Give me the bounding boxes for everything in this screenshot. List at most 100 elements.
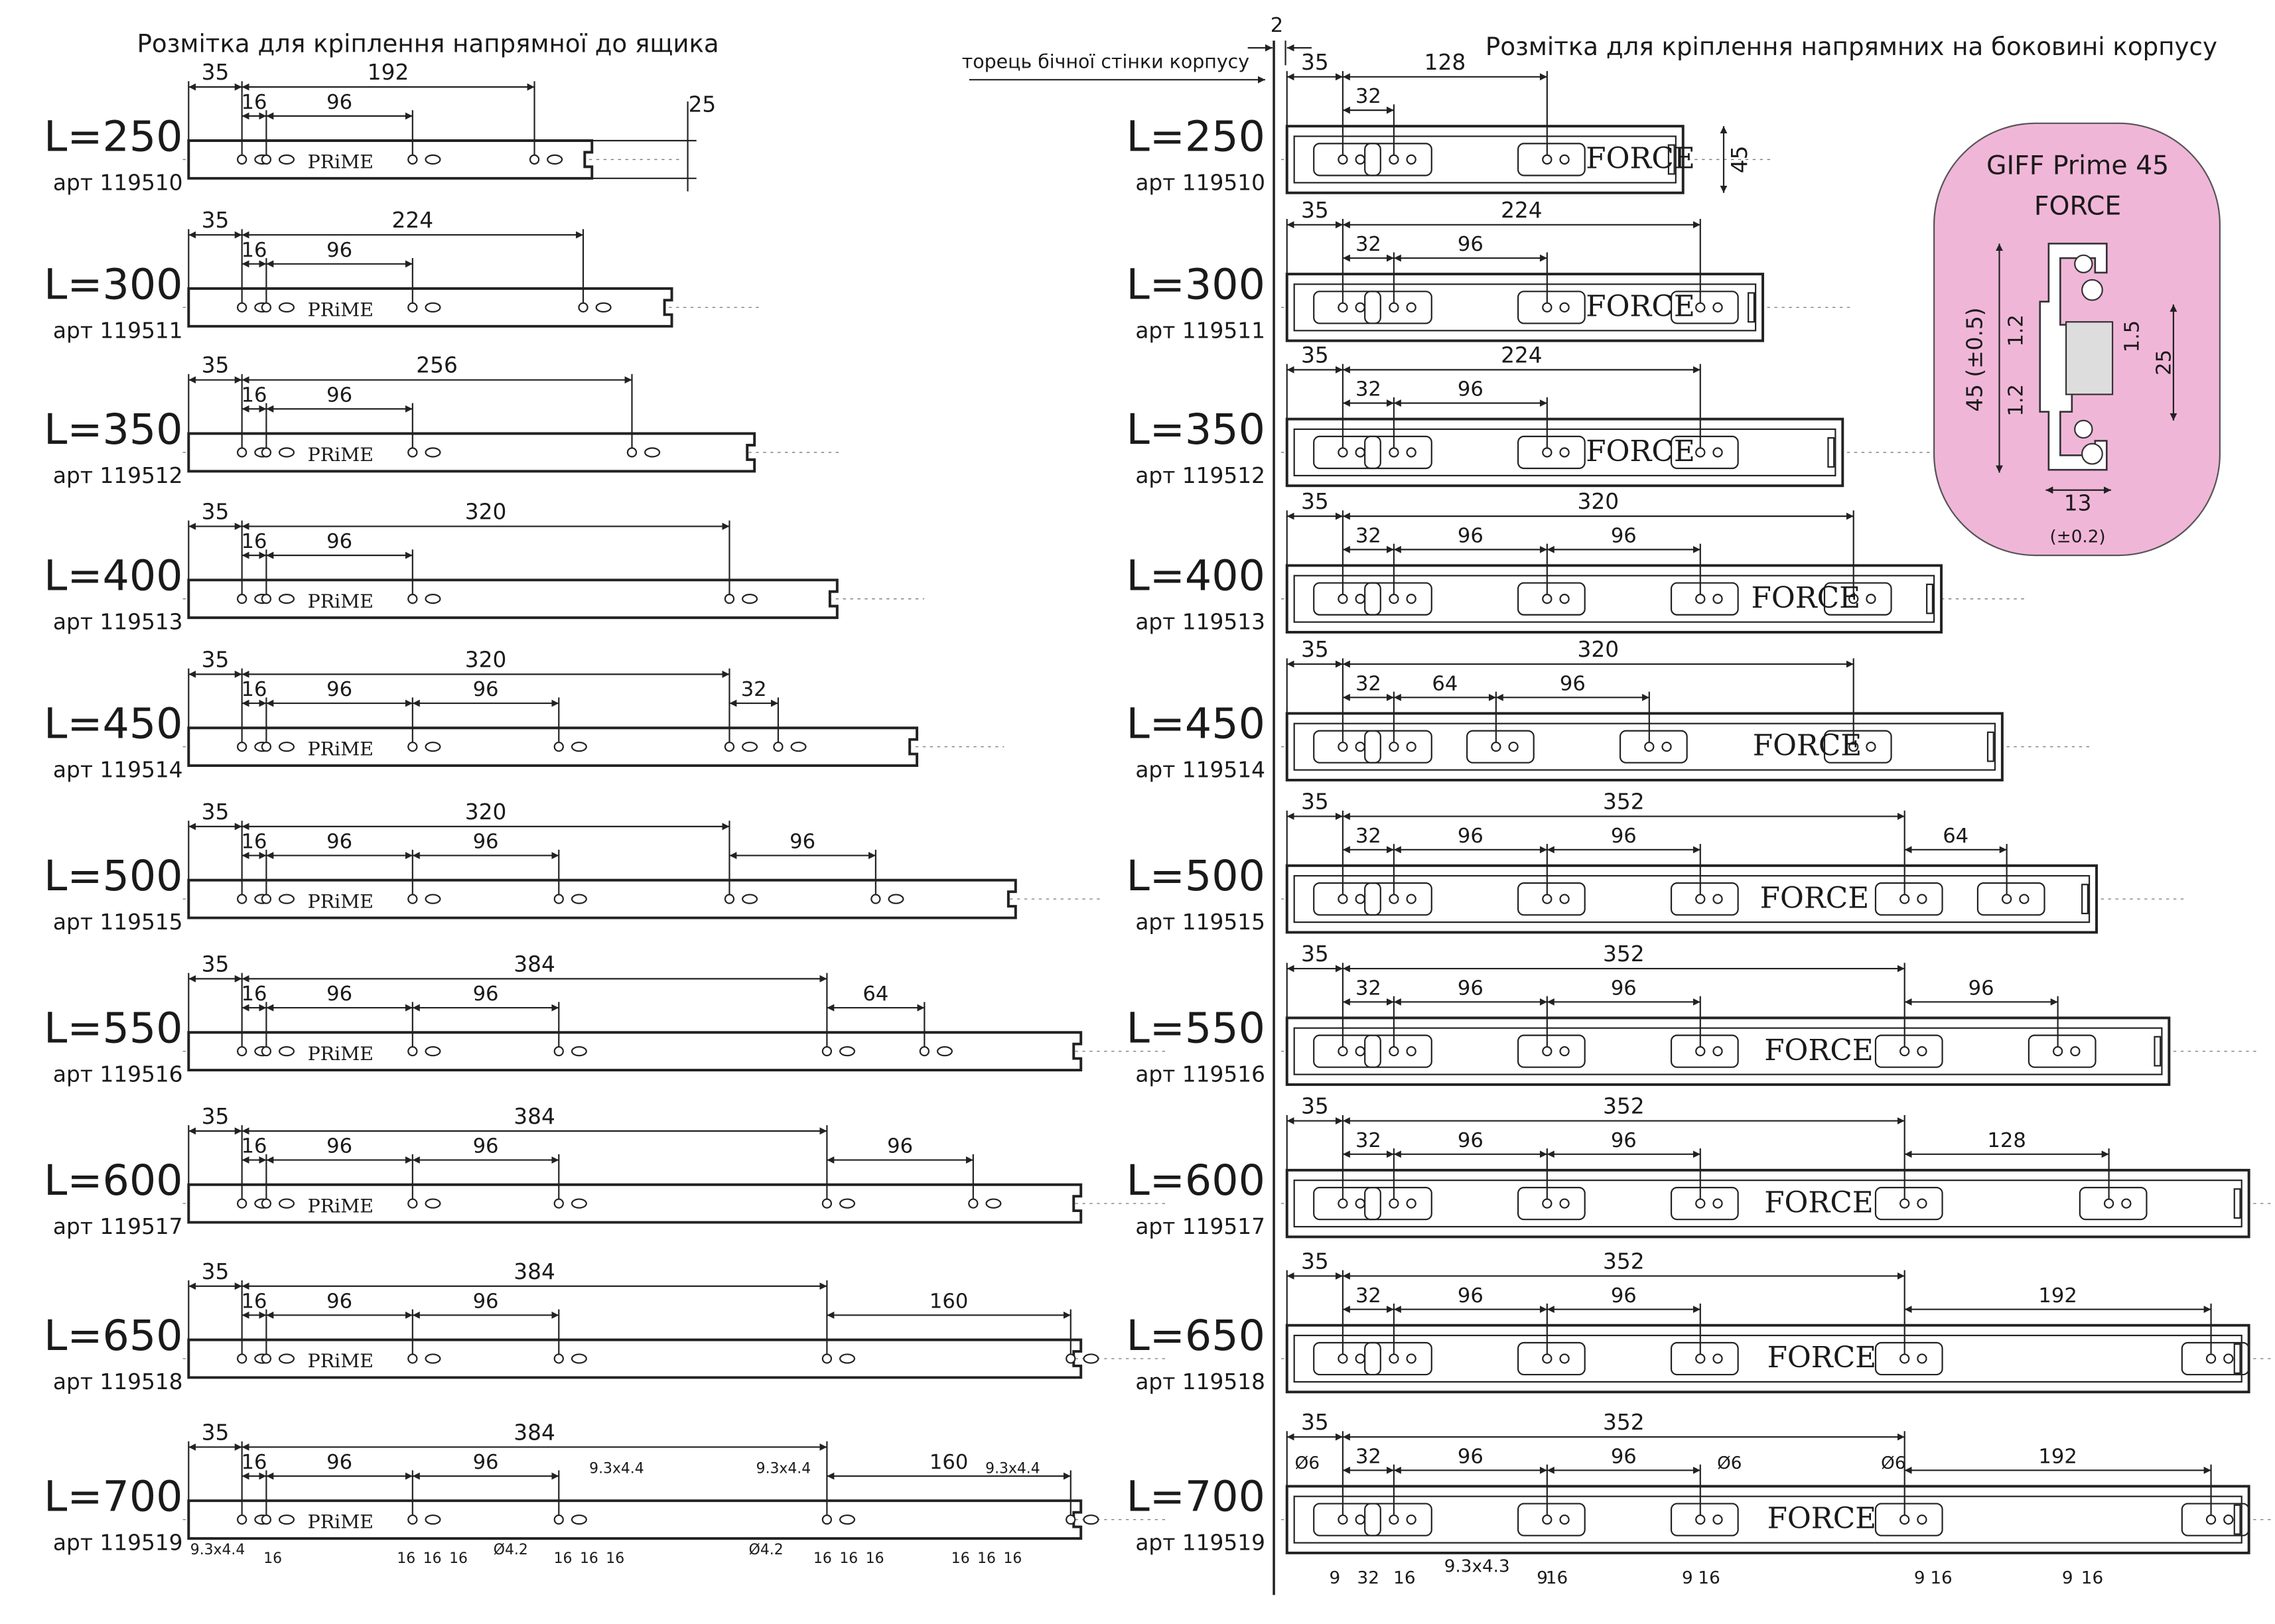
hole: [1542, 1198, 1552, 1209]
rail: [187, 578, 839, 620]
hole: [553, 1514, 564, 1525]
dim-label: 64: [862, 982, 888, 1006]
article: арт 119517: [53, 1214, 183, 1239]
hole: [1355, 1353, 1365, 1364]
mount-bracket: [1364, 435, 1432, 470]
hole: [407, 894, 418, 904]
dim-label: 35: [1301, 1410, 1329, 1435]
mount-bracket: [1466, 730, 1535, 764]
slot: [644, 447, 661, 458]
mount-bracket: [1670, 435, 1739, 470]
dim-label: 16: [241, 383, 267, 407]
hole: [1848, 594, 1859, 604]
article: арт 119517: [1135, 1214, 1265, 1239]
slot: [425, 302, 441, 313]
hole-note: 9: [1914, 1568, 1925, 1588]
mount-bracket: [1670, 1341, 1739, 1376]
hole: [1559, 894, 1570, 904]
brand: FORCE: [1753, 729, 1862, 763]
rail-inner: [1293, 722, 1996, 771]
hole: [1389, 894, 1399, 904]
hole: [1712, 1046, 1723, 1057]
dim-label: 96: [1458, 1284, 1483, 1308]
hole: [1559, 447, 1570, 458]
hole: [626, 447, 638, 458]
dim-label: 32: [741, 678, 767, 701]
rail-inner: [1293, 283, 1757, 332]
rail: [1285, 273, 1765, 342]
hole: [237, 1353, 247, 1364]
brand: FORCE: [1764, 1185, 1874, 1219]
hole: [1712, 302, 1723, 313]
hole: [1542, 894, 1552, 904]
dim-label: 16: [241, 1451, 267, 1474]
rail-inner: [1293, 1180, 2242, 1228]
slot: [571, 1046, 587, 1057]
brand: PRiME: [308, 738, 374, 760]
hole: [1542, 594, 1552, 604]
hole-note: 9.3x4.4: [589, 1461, 644, 1477]
slot: [571, 1514, 587, 1525]
hole-note: 9: [1537, 1568, 1548, 1588]
hole-note: 16: [449, 1550, 468, 1567]
hole: [1338, 154, 1348, 165]
mount-bracket: [1313, 882, 1381, 916]
rail-length: L=300: [1126, 259, 1265, 308]
slot: [425, 154, 441, 165]
brand: PRiME: [308, 299, 374, 320]
slot: [742, 594, 758, 604]
hole: [1542, 1353, 1552, 1364]
hole: [1899, 1514, 1910, 1525]
rail-length: L=450: [1126, 699, 1265, 748]
end-stop: [1926, 583, 1933, 614]
hole: [2001, 894, 2012, 904]
rail-length: L=500: [44, 851, 182, 900]
mount-bracket: [1364, 143, 1432, 176]
inset-subtitle: FORCE: [2034, 190, 2121, 221]
dim-label: 96: [1458, 524, 1483, 547]
hole: [1389, 741, 1399, 752]
brand: PRiME: [308, 590, 374, 612]
hole-note: 16: [397, 1550, 415, 1567]
dim-label: 96: [1458, 1445, 1483, 1468]
rail-length: L=650: [1126, 1311, 1265, 1360]
hole: [261, 594, 272, 604]
hole: [1542, 1046, 1552, 1057]
rail: [187, 139, 594, 180]
slot: [742, 894, 758, 904]
article: арт 119511: [1135, 318, 1265, 343]
dim-label: 352: [1603, 1249, 1645, 1274]
mount-bracket: [1874, 1034, 1943, 1068]
hole-note: Ø4.2: [749, 1542, 784, 1558]
dim-label: 352: [1603, 1094, 1645, 1119]
inset-dim: 13: [2064, 490, 2092, 515]
hole: [553, 894, 564, 904]
hole: [407, 741, 418, 752]
brand: FORCE: [1760, 881, 1870, 915]
mount-bracket: [1517, 1503, 1586, 1536]
hole: [237, 894, 247, 904]
mount-bracket: [1364, 1341, 1432, 1376]
dim-label: 35: [202, 353, 230, 378]
hole: [1389, 1046, 1399, 1057]
hole-note: 16: [839, 1550, 858, 1567]
hole: [1695, 447, 1706, 458]
rail: [1285, 1016, 2171, 1086]
hole: [1389, 1353, 1399, 1364]
hole-note: 16: [554, 1550, 573, 1567]
rail: [187, 432, 756, 473]
mount-bracket: [1670, 291, 1739, 324]
slot: [571, 741, 587, 752]
hole-note: 9: [1330, 1568, 1341, 1588]
hole: [1712, 1353, 1723, 1364]
mount-bracket: [1874, 882, 1943, 916]
dim-label: 320: [465, 647, 507, 672]
inset-dim: 25: [2153, 350, 2176, 375]
slot: [425, 1198, 441, 1209]
mount-bracket: [1874, 1341, 1943, 1376]
dim-label: 96: [473, 1290, 499, 1314]
hole: [1542, 154, 1552, 165]
slot: [278, 594, 295, 604]
end-stop: [1748, 292, 1756, 323]
